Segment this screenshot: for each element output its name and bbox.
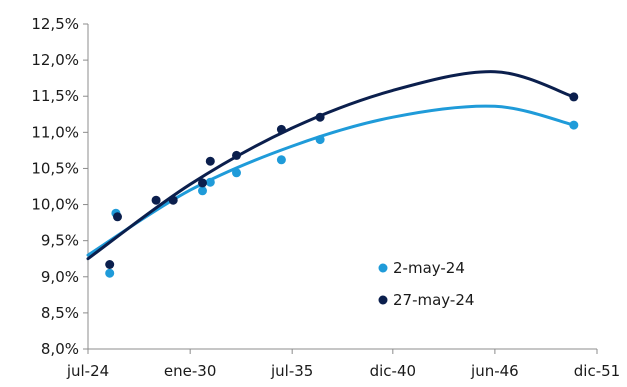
data-point-2-may-24 (315, 135, 325, 145)
trend-line-2-may-24 (86, 104, 576, 257)
data-point-27-may-24 (198, 178, 207, 188)
y-tick-label: 12,5% (31, 15, 79, 33)
legend-label-27-may-24: 27-may-24 (393, 291, 474, 309)
y-tick-label: 9,0% (41, 268, 79, 286)
x-tick-label: jul-24 (66, 362, 109, 380)
y-tick-label: 11,5% (31, 87, 79, 105)
data-point-2-may-24 (569, 120, 579, 130)
y-tick-label: 10,0% (31, 196, 79, 214)
x-tick-label: jul-35 (270, 362, 313, 380)
y-tick-label: 11,0% (31, 123, 79, 141)
data-point-27-may-24 (232, 150, 241, 160)
trend-line-27-may-24 (86, 70, 576, 261)
data-point-27-may-24 (105, 260, 115, 269)
data-point-27-may-24 (205, 156, 215, 166)
axes (87, 24, 597, 350)
data-point-27-may-24 (276, 124, 286, 134)
y-tick-label: 10,5% (31, 159, 79, 177)
data-point-27-may-24 (168, 195, 178, 205)
y-tick-label: 8,5% (41, 304, 79, 322)
data-point-2-may-24 (105, 268, 115, 278)
trend-lines (86, 70, 576, 261)
data-point-27-may-24 (315, 112, 325, 122)
data-point-2-may-24 (205, 177, 215, 187)
data-point-27-may-24 (151, 195, 161, 205)
x-tick-labels: jul-24 ene-30 jul-35 dic-40 jun-46 dic-51 (66, 349, 620, 380)
legend: 2-may-24 27-may-24 (378, 259, 474, 309)
data-point-27-may-24 (113, 212, 122, 222)
data-point-2-may-24 (198, 186, 207, 196)
x-tick-label: ene-30 (164, 362, 216, 380)
data-point-2-may-24 (276, 155, 286, 165)
data-points (105, 92, 579, 278)
legend-marker-27-may-24 (378, 295, 388, 305)
x-tick-label: jun-46 (470, 362, 519, 380)
x-tick-label: dic-40 (370, 362, 416, 380)
legend-label-2-may-24: 2-may-24 (393, 259, 465, 277)
x-tick-label: dic-51 (574, 362, 620, 380)
data-point-27-may-24 (569, 92, 579, 102)
y-tick-label: 9,5% (41, 232, 79, 250)
legend-marker-2-may-24 (378, 263, 388, 273)
y-tick-label: 12,0% (31, 51, 79, 69)
data-point-2-may-24 (232, 168, 241, 178)
y-tick-label: 8,0% (41, 340, 79, 358)
y-tick-labels: 8,0% 8,5% 9,0% 9,5% 10,0% 10,5% 11,0% 11,5% 12,0… (31, 15, 88, 358)
